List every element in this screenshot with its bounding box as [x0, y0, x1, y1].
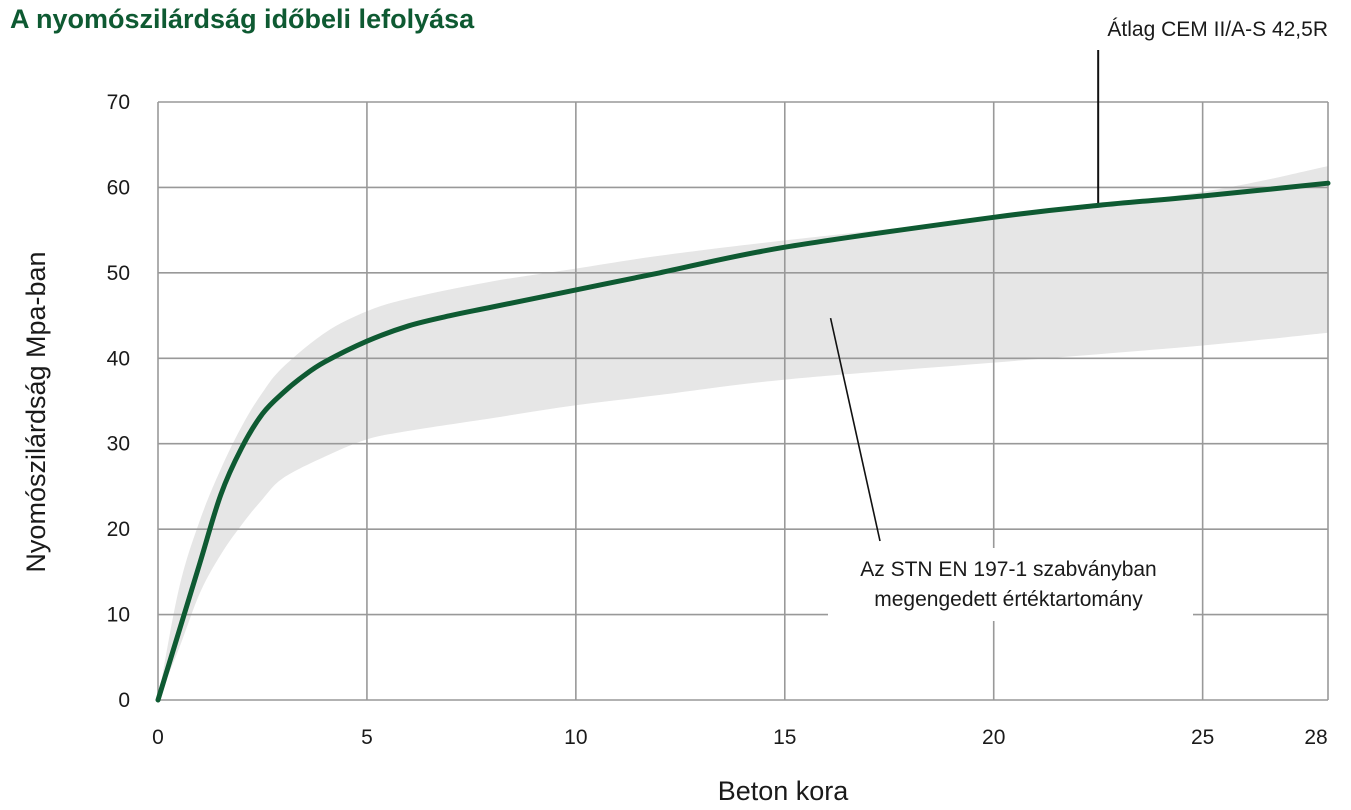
annotation-leader-layer: [829, 50, 1100, 542]
x-tick-label: 10: [564, 726, 587, 749]
x-tick-label: 5: [361, 726, 373, 749]
band-label-leader: [829, 317, 881, 542]
x-tick-label: 20: [982, 726, 1005, 749]
tolerance-band-layer: [158, 166, 1328, 701]
tolerance-band: [158, 166, 1328, 701]
x-tick-label: 15: [773, 726, 796, 749]
annotation-label-layer: Az STN EN 197-1 szabványban megengedett é…: [828, 18, 1328, 621]
tick-label-layer: 0 10 20 30 40 50 60 70 0 5 10 15 20 25 28: [107, 91, 1328, 749]
x-tick-label: 25: [1191, 726, 1214, 749]
y-tick-label: 60: [107, 176, 130, 199]
x-tick-label: 0: [152, 726, 164, 749]
y-tick-label: 0: [118, 689, 130, 712]
series-line-0: [155, 180, 1331, 703]
y-tick-label: 70: [107, 91, 130, 114]
y-tick-label: 10: [107, 604, 130, 627]
x-axis-title: Beton kora: [718, 776, 850, 806]
band-label-text: Az STN EN 197-1 szabványban: [860, 558, 1156, 581]
y-tick-label: 30: [107, 433, 130, 456]
y-axis-title: Nyomószilárdság Mpa-ban: [21, 251, 51, 572]
y-tick-label: 40: [107, 347, 130, 370]
band-label-background: [828, 548, 1193, 621]
y-tick-label: 50: [107, 262, 130, 285]
x-tick-label: 28: [1304, 726, 1327, 749]
series-layer: [155, 180, 1331, 703]
band-label-text: megengedett értéktartomány: [874, 588, 1143, 611]
y-tick-label: 20: [107, 518, 130, 541]
series-label-text: Átlag CEM II/A-S 42,5R: [1107, 18, 1328, 41]
chart-title: A nyomószilárdság időbeli lefolyása: [10, 4, 475, 34]
